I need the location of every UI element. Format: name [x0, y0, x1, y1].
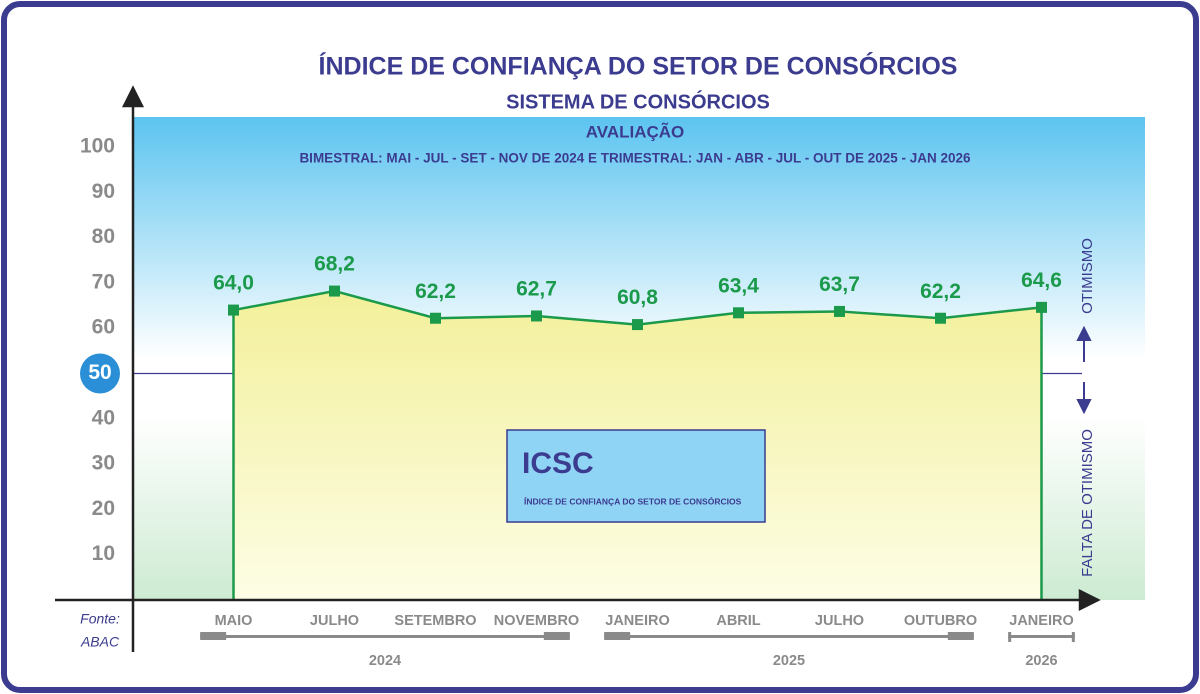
group-cap — [947, 632, 974, 640]
info-box — [506, 429, 766, 523]
group-cap — [1071, 632, 1075, 642]
value-label: 68,2 — [314, 253, 355, 276]
x-tick-label: ABRIL — [716, 613, 760, 629]
value-label: 63,4 — [718, 274, 759, 297]
axes — [55, 85, 1101, 652]
group-label: 2024 — [369, 653, 401, 669]
value-label: 62,2 — [920, 280, 961, 303]
direction-arrows — [1076, 325, 1092, 415]
group-cap — [200, 632, 227, 640]
marker — [531, 310, 542, 322]
value-label: 60,8 — [617, 286, 658, 309]
box-text: ÍNDICE DE CONFIANÇA DO SETOR DE CONSÓRCI… — [524, 495, 742, 506]
y-tick-label: 100 — [80, 135, 115, 158]
value-label: 63,7 — [819, 273, 860, 296]
chart-title: ÍNDICE DE CONFIANÇA DO SETOR DE CONSÓRCI… — [319, 51, 958, 81]
heading: AVALIAÇÃO — [586, 121, 685, 141]
x-tick-label: JANEIRO — [605, 613, 669, 629]
y-tick-label: 80 — [92, 225, 115, 248]
marker — [430, 312, 441, 324]
group-bracket — [200, 635, 570, 638]
box-title: ICSC — [522, 447, 594, 480]
tick-highlight — [80, 353, 120, 394]
annotation-lower: FALTA DE OTIMISMO — [1079, 429, 1096, 577]
value-label: 64,6 — [1021, 269, 1062, 292]
y-tick-label: 90 — [92, 180, 115, 203]
value-label: 62,2 — [415, 280, 456, 303]
x-tick-label: NOVEMBRO — [494, 613, 579, 629]
marker — [632, 319, 643, 331]
x-tick-label: OUTUBRO — [904, 613, 977, 629]
group-bracket — [1008, 635, 1075, 638]
marker — [834, 305, 845, 317]
y-tick-label: 40 — [92, 406, 115, 429]
marker — [733, 307, 744, 319]
value-label: 62,7 — [516, 278, 557, 301]
marker — [329, 285, 340, 297]
x-tick-label: JULHO — [310, 613, 359, 629]
group-cap — [543, 632, 570, 640]
x-tick-label: MAIO — [215, 613, 253, 629]
group-cap — [1008, 632, 1012, 642]
group-cap — [604, 632, 631, 640]
annotation-upper: OTIMISMO — [1079, 238, 1096, 314]
x-tick-label: JANEIRO — [1009, 613, 1073, 629]
y-tick-label: 10 — [92, 542, 115, 565]
y-tick-label: 60 — [92, 316, 115, 339]
y-tick-label: 30 — [92, 452, 115, 475]
y-tick-label: 50 — [88, 361, 111, 384]
group-label: 2025 — [773, 653, 805, 669]
x-tick-label: SETEMBRO — [394, 613, 476, 629]
marker — [228, 304, 239, 316]
source-name: ABAC — [80, 634, 120, 650]
marker — [935, 312, 946, 324]
y-tick-label: 70 — [92, 270, 115, 293]
value-label: 64,0 — [213, 272, 254, 295]
chart-subtitle: SISTEMA DE CONSÓRCIOS — [506, 89, 770, 113]
source-label: Fonte: — [80, 611, 120, 627]
x-tick-label: JULHO — [815, 613, 864, 629]
group-bracket — [604, 635, 974, 638]
group-label: 2026 — [1025, 653, 1057, 669]
marker — [1036, 301, 1047, 313]
description: BIMESTRAL: MAI - JUL - SET - NOV DE 2024… — [299, 151, 971, 166]
y-tick-label: 20 — [92, 497, 115, 520]
